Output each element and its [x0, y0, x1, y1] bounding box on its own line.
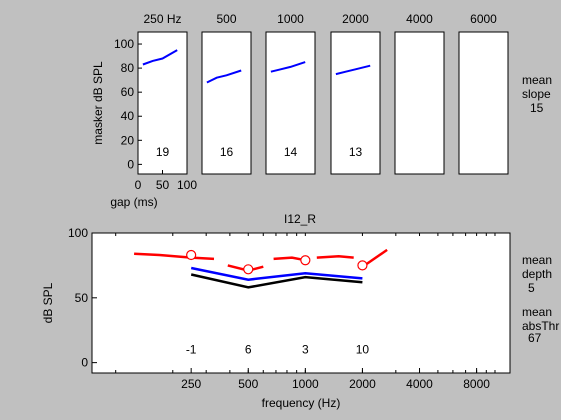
x-tick-label-2: 1000: [292, 377, 319, 391]
series-0-segment-3: [316, 255, 354, 259]
depth-annotation-3: 10: [356, 343, 370, 357]
mean-slope-label: mean slope 15: [522, 73, 552, 115]
series-0-marker-2: [300, 255, 311, 266]
top-x-tick-label-1: 50: [156, 178, 170, 192]
panel-frame-3: [330, 31, 381, 175]
panel-frame-2: [265, 31, 316, 175]
panel-slope-label-0: 19: [156, 145, 170, 159]
panel-series-line-3: [335, 64, 371, 76]
series-0-segment-0: [134, 252, 215, 261]
series-0-marker-0: [186, 249, 197, 261]
x-tick-label-0: 250: [181, 377, 201, 391]
panel-slope-label-1: 16: [220, 145, 234, 159]
panel-frame-4: [394, 31, 445, 175]
panel-slope-label-2: 14: [284, 145, 298, 159]
y-tick-label-0: 0: [81, 356, 88, 370]
top-y-tick-label-0: 0: [127, 157, 134, 171]
top-x-axis-label: gap (ms): [110, 195, 157, 209]
top-y-tick-label-4: 80: [121, 61, 135, 75]
x-tick-label-4: 4000: [406, 377, 433, 391]
series-0-marker-3: [357, 260, 368, 271]
chart-title: I12_R: [284, 212, 316, 226]
panel-title-4: 4000: [406, 12, 433, 26]
panel-series-line-0: [142, 49, 178, 66]
panel-title-1: 500: [216, 12, 236, 26]
panel-slope-label-3: 13: [349, 145, 363, 159]
top-x-tick-label-2: 100: [177, 178, 197, 192]
x-tick-label-5: 8000: [463, 377, 490, 391]
y-tick-label-2: 100: [68, 226, 88, 240]
panel-title-2: 1000: [277, 12, 304, 26]
depth-annotation-2: 3: [302, 343, 309, 357]
mean-absthr-line1: mean: [522, 305, 552, 319]
x-tick-label-3: 2000: [349, 377, 376, 391]
x-tick-label-1: 500: [238, 377, 258, 391]
series-0-segment-4: [365, 248, 388, 266]
panel-series-line-1: [206, 69, 242, 84]
mean-depth-value: 5: [528, 281, 535, 295]
series-0-marker-1: [243, 264, 254, 275]
panel-title-5: 6000: [470, 12, 497, 26]
top-y-tick-label-2: 40: [121, 109, 135, 123]
top-y-tick-label-5: 100: [114, 37, 134, 51]
series-1-line: [190, 266, 363, 281]
top-y-tick-label-1: 20: [121, 133, 135, 147]
mean-absthr-value: 67: [528, 331, 542, 345]
y-tick-label-1: 50: [75, 291, 89, 305]
panel-frame-1: [201, 31, 252, 175]
panel-frame-0: [137, 31, 188, 175]
mean-depth-line1: mean: [522, 253, 552, 267]
mean-slope-line1: mean: [522, 73, 552, 87]
top-y-axis-label: masker dB SPL: [91, 61, 105, 145]
top-x-tick-label-0: 0: [135, 178, 142, 192]
mean-absthr-line2: absThr: [522, 319, 559, 333]
mean-slope-value: 15: [530, 101, 544, 115]
depth-annotation-1: 6: [245, 343, 252, 357]
x-axis-label: frequency (Hz): [262, 396, 341, 410]
panel-series-line-2: [270, 61, 306, 73]
mean-depth-absthr-labels: mean depth 5 mean absThr 67: [522, 253, 559, 345]
mean-slope-line2: slope: [522, 87, 551, 101]
mean-depth-line2: depth: [522, 267, 552, 281]
series-2-line: [190, 273, 363, 289]
y-axis-label: dB SPL: [41, 282, 55, 323]
top-y-tick-label-3: 60: [121, 85, 135, 99]
panel-title-0: 250 Hz: [143, 12, 181, 26]
panel-frame-5: [458, 31, 509, 175]
panel-title-3: 2000: [342, 12, 369, 26]
depth-annotation-0: -1: [186, 343, 197, 357]
frequency-chart: 250 500 1000 2000 4000 8000 0 50 100 frequency (H…: [41, 226, 511, 410]
